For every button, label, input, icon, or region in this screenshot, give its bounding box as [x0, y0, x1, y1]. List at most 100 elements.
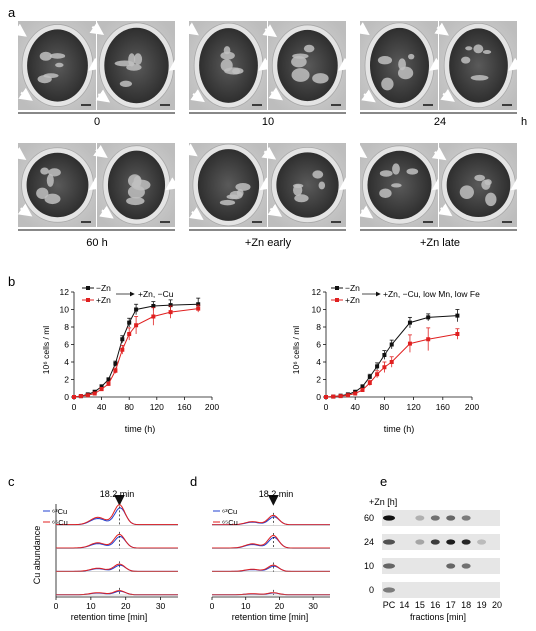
vacuole [485, 192, 497, 207]
blot-band [461, 539, 471, 545]
data-point [360, 388, 365, 392]
x-axis-label: retention time [min] [232, 612, 309, 622]
arrow-pointer [18, 87, 33, 101]
data-point [151, 304, 156, 308]
panel-e-label: e [380, 474, 387, 489]
blot-strip [382, 510, 500, 526]
vacuole [133, 53, 143, 65]
arrow-pointer [361, 89, 376, 103]
arrow-pointer [437, 203, 453, 217]
arrow-pointer [17, 203, 33, 217]
data-point [375, 364, 380, 369]
data-point [151, 314, 156, 319]
x-tick-label: 30 [156, 601, 166, 611]
data-point [407, 341, 412, 346]
vacuole [406, 168, 419, 175]
arrow-pointer [355, 22, 370, 36]
vacuole [484, 179, 492, 186]
x-tick-label: 120 [150, 402, 164, 412]
blot-band [430, 539, 440, 545]
y-tick-label: 10 [60, 305, 70, 315]
blot-band [446, 515, 456, 521]
cell-body [277, 29, 338, 102]
vacuole [392, 163, 400, 175]
legend-d: ⁶³Cu ⁶⁵Cu [213, 507, 238, 527]
legend-arrow-text: +Zn, −Cu, low Mn, low Fe [383, 289, 480, 299]
condition-label: +Zn early [245, 237, 292, 249]
data-point [85, 393, 90, 398]
cu63-trace [56, 507, 178, 526]
data-point [120, 337, 125, 342]
arrow-pointer [337, 57, 353, 71]
cu65-trace [56, 563, 178, 572]
vacuole [473, 44, 484, 54]
vacuole [391, 183, 402, 188]
vacuole [236, 189, 244, 197]
legend-plus-zn: +Zn [345, 295, 360, 305]
vacuole [44, 193, 61, 205]
x-tick-label: 0 [210, 601, 215, 611]
timepoint-label: 0 [94, 116, 100, 128]
data-point [426, 337, 431, 342]
western-blot: 60 24 10 0 PC 14 15 16 17 18 19 20 [364, 510, 502, 610]
vacuole [465, 46, 473, 51]
arrow-pointer [183, 143, 198, 157]
y-tick-label: 2 [316, 375, 321, 385]
data-point [78, 394, 83, 399]
panel-d-label: d [190, 474, 197, 489]
cell-body [197, 149, 260, 221]
data-point [407, 320, 412, 325]
cell-body [446, 152, 511, 218]
data-point [382, 353, 387, 357]
cell-body [449, 28, 508, 103]
legend-plus-zn: +Zn [96, 295, 111, 305]
timepoint-label: 24 [434, 116, 446, 128]
peak-label: 18.2 min [100, 489, 135, 499]
zn-header: +Zn [h] [369, 497, 397, 507]
arrow-pointer [165, 177, 180, 191]
y-tick-label: 6 [64, 340, 69, 350]
blot-strip [382, 534, 500, 550]
x-tick-label: 30 [308, 601, 318, 611]
series-line [325, 315, 458, 398]
blot-band [461, 515, 471, 521]
x-tick-label: 160 [177, 402, 191, 412]
arrow-pointer [261, 146, 277, 160]
y-tick-label: 12 [60, 287, 70, 297]
arrow-pointer [189, 207, 204, 221]
data-point [196, 306, 201, 311]
vacuole [128, 53, 136, 67]
x-tick-label: 20 [275, 601, 285, 611]
x-tick-label: 200 [205, 402, 219, 412]
blot-strip [382, 558, 500, 574]
vacuole [312, 73, 329, 84]
data-point [113, 361, 118, 366]
vacuole [223, 46, 231, 55]
arrow-pointer [11, 147, 27, 160]
legend-cu65: ⁶⁵Cu [222, 518, 238, 527]
blot-row-label: 0 [369, 585, 374, 595]
arrow-pointer [431, 147, 447, 161]
data-point [196, 302, 201, 307]
arrow-pointer [440, 88, 455, 102]
cu65-trace [212, 514, 330, 526]
vacuole [127, 185, 145, 199]
vacuole [312, 170, 324, 179]
data-point [389, 360, 394, 364]
legend-minus-zn: −Zn [345, 283, 360, 293]
arrow-pointer [95, 89, 111, 103]
cu65-trace [56, 590, 178, 596]
vacuole [46, 174, 54, 187]
vacuole [55, 62, 64, 68]
y-tick-label: 4 [64, 357, 69, 367]
y-axis-label: 10⁶ cells / ml [291, 326, 301, 374]
data-point [389, 342, 394, 347]
blot-band [383, 587, 395, 593]
x-tick-label: 160 [436, 402, 450, 412]
data-point [120, 347, 125, 352]
cu65-trace [212, 592, 330, 596]
cu63-trace [56, 564, 178, 572]
legend-minus-zn: −Zn [96, 283, 111, 293]
y-tick-label: 8 [64, 322, 69, 332]
